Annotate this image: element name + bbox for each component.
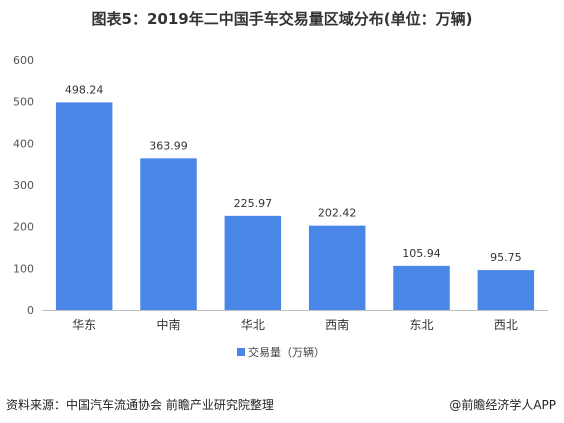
- data-label: 498.24: [65, 83, 104, 96]
- category-label: 华东: [72, 318, 96, 332]
- y-tick-label: 500: [13, 96, 34, 109]
- chart-title: 图表5：2019年二中国手车交易量区域分布(单位：万辆): [91, 10, 473, 28]
- category-label: 东北: [409, 318, 433, 332]
- legend-label: 交易量（万辆）: [248, 345, 325, 359]
- y-tick-label: 100: [13, 262, 34, 275]
- data-label: 225.97: [234, 197, 273, 210]
- legend-swatch: [237, 348, 245, 356]
- y-axis-ticks: 0 100 200 300 400 500 600: [13, 54, 34, 317]
- bar: [393, 265, 450, 310]
- y-tick-label: 600: [13, 54, 34, 67]
- bar: [55, 102, 113, 311]
- category-labels: 华东 中南 华北 西南 东北 西北: [72, 317, 518, 332]
- category-label: 西北: [494, 318, 518, 332]
- bar-series: [55, 102, 535, 311]
- y-tick-label: 0: [27, 304, 34, 317]
- category-label: 华北: [241, 318, 265, 332]
- data-labels: 498.24 363.99 225.97 202.42 105.94 95.75: [65, 83, 522, 264]
- data-label: 363.99: [149, 139, 188, 152]
- bar: [224, 215, 282, 310]
- y-tick-label: 400: [13, 137, 34, 150]
- category-label: 中南: [156, 317, 180, 332]
- data-label: 202.42: [318, 207, 357, 220]
- data-label: 95.75: [490, 251, 522, 264]
- category-label: 西南: [325, 317, 349, 332]
- bar: [477, 270, 535, 310]
- source-note: 资料来源：中国汽车流通协会 前瞻产业研究院整理: [6, 398, 274, 412]
- data-label: 105.94: [402, 247, 441, 260]
- legend: 交易量（万辆）: [237, 345, 325, 359]
- y-tick-label: 200: [13, 221, 34, 234]
- bar: [308, 225, 366, 310]
- y-tick-label: 300: [13, 179, 34, 192]
- brand-credit: @前瞻经济学人APP: [449, 398, 556, 412]
- bar: [140, 158, 197, 310]
